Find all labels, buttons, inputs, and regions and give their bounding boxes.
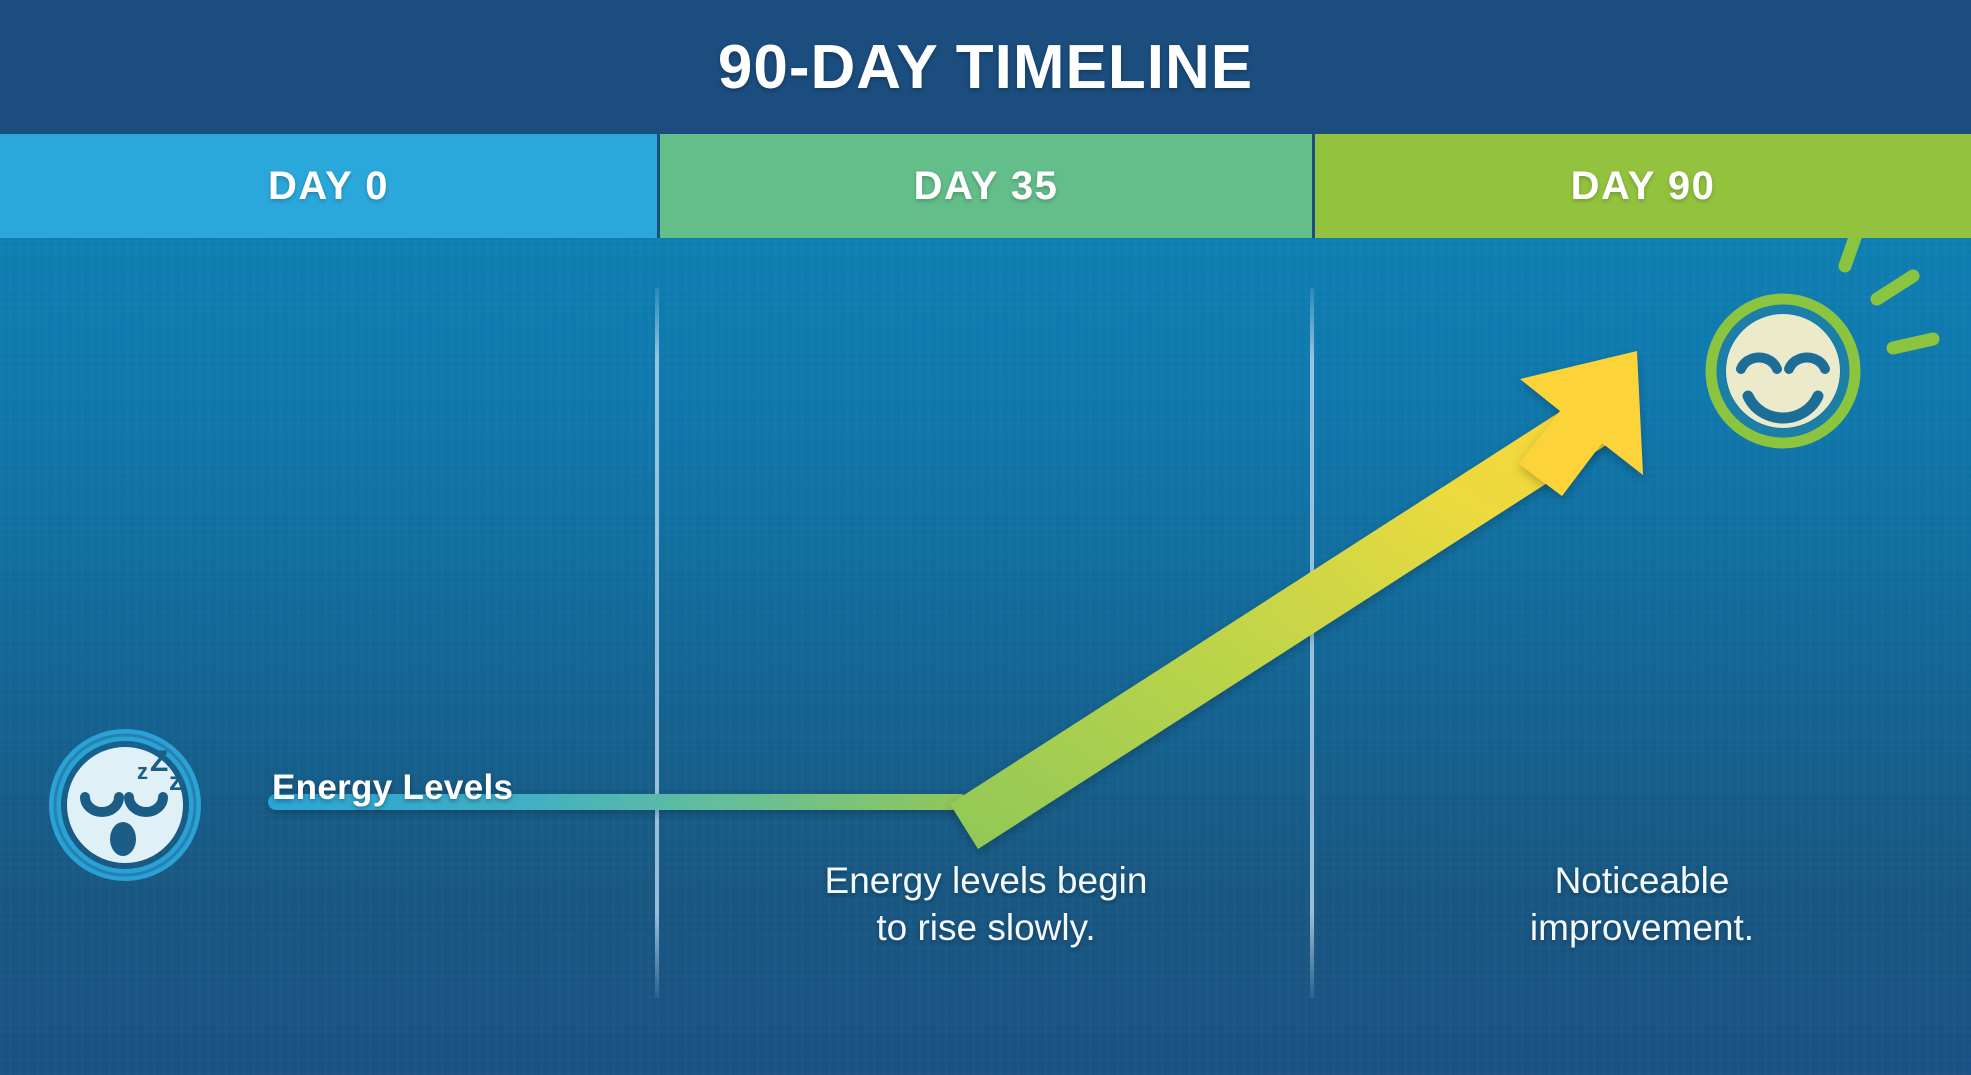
title-band: 90-DAY TIMELINE bbox=[0, 0, 1971, 134]
happy-face-rays-icon bbox=[1838, 238, 1940, 355]
energy-line-flat bbox=[268, 794, 968, 810]
arrow-head-icon bbox=[1519, 351, 1643, 496]
page-title: 90-DAY TIMELINE bbox=[717, 32, 1254, 102]
timeline-segment-strip: DAY 0 DAY 35 DAY 90 bbox=[0, 134, 1971, 238]
svg-text:z: z bbox=[169, 766, 182, 796]
energy-levels-label: Energy Levels bbox=[272, 768, 514, 807]
timeline-plot-area: z Z z Energy Levels bbox=[0, 238, 1971, 1075]
caption-day-90-line-2: improvement. bbox=[1529, 906, 1755, 948]
caption-day-35-line-1: Energy levels begin bbox=[824, 860, 1148, 901]
timeline-graphics-overlay: z Z z bbox=[49, 238, 1940, 881]
timeline-segment-day-35[interactable]: DAY 35 bbox=[657, 134, 1315, 238]
caption-day-90: Noticeable improvement. bbox=[1313, 858, 1971, 951]
happy-face-icon bbox=[1705, 293, 1861, 449]
timeline-segment-label: DAY 35 bbox=[913, 163, 1059, 208]
caption-day-90-line-1: Noticeable bbox=[1554, 860, 1730, 901]
timeline-segment-day-90[interactable]: DAY 90 bbox=[1315, 134, 1971, 238]
timeline-segment-day-0[interactable]: DAY 0 bbox=[0, 134, 657, 238]
timeline-divider-day-90 bbox=[1310, 288, 1314, 998]
caption-day-35-line-2: to rise slowly. bbox=[876, 906, 1096, 948]
svg-text:Z: Z bbox=[150, 745, 168, 778]
timeline-segment-label: DAY 90 bbox=[1570, 163, 1716, 208]
svg-text:z: z bbox=[137, 759, 148, 784]
timeline-segment-label: DAY 0 bbox=[268, 163, 389, 208]
timeline-divider-day-35 bbox=[655, 288, 659, 998]
caption-day-35: Energy levels begin to rise slowly. bbox=[657, 858, 1315, 951]
sleepy-face-icon: z Z z bbox=[49, 729, 201, 881]
energy-line-rising bbox=[950, 386, 1628, 849]
